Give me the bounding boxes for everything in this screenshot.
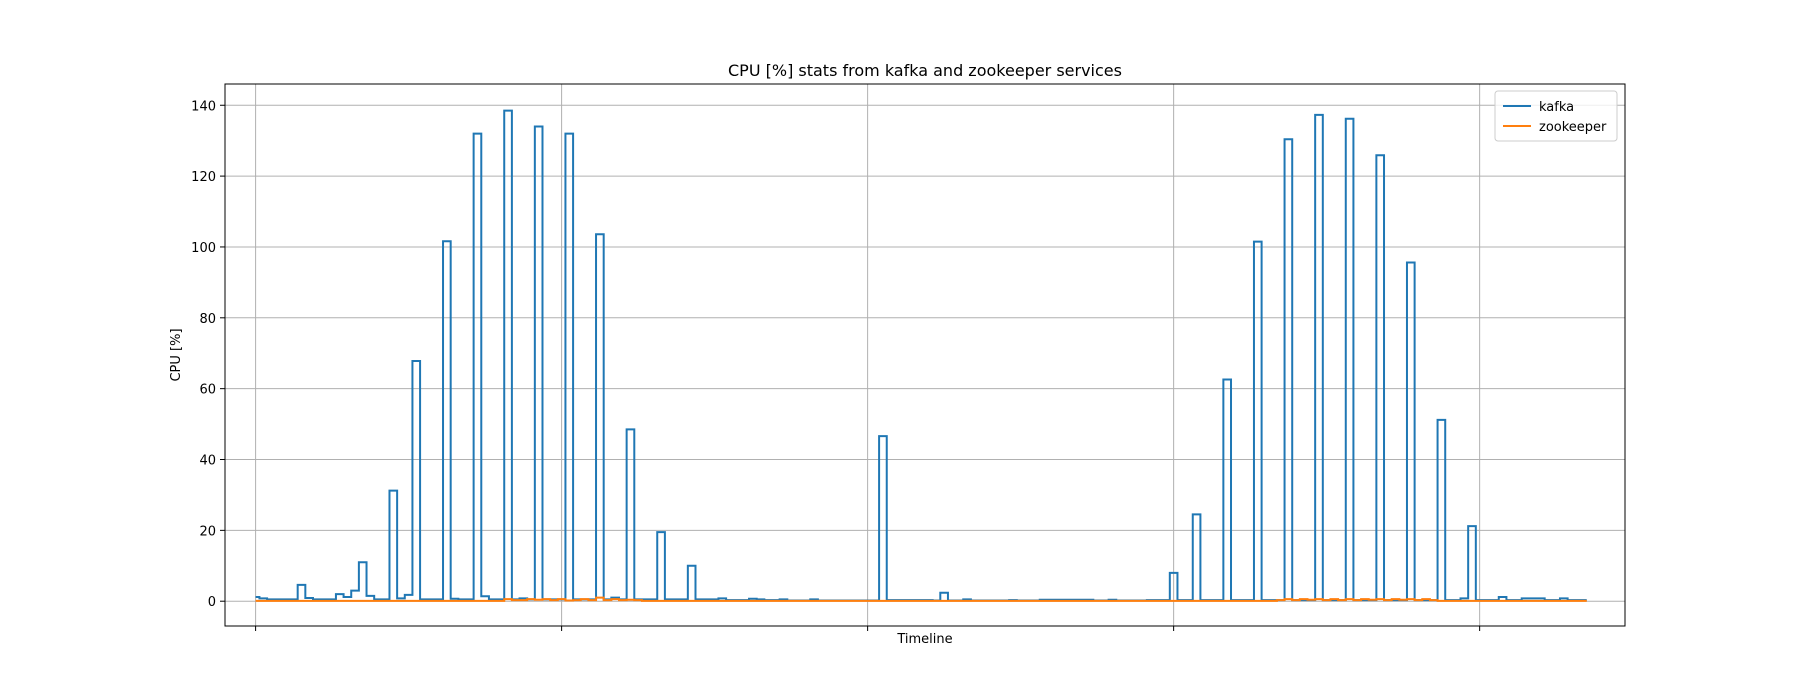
plot-area xyxy=(255,109,1587,602)
y-tick-label: 60 xyxy=(199,383,216,398)
y-tick-label: 140 xyxy=(191,99,216,114)
x-axis-label: Timeline xyxy=(896,632,952,647)
y-tick-label: 100 xyxy=(191,241,216,256)
legend-label-kafka: kafka xyxy=(1539,100,1574,115)
y-tick-label: 20 xyxy=(199,524,216,539)
y-tick-label: 40 xyxy=(199,454,216,469)
legend-box xyxy=(1494,90,1618,142)
legend: kafka zookeeper xyxy=(1494,90,1618,142)
y-axis-label: CPU [%] xyxy=(169,328,184,381)
grid xyxy=(225,84,1625,626)
series-line-kafka xyxy=(255,109,1587,602)
y-tick-label: 0 xyxy=(208,595,216,610)
y-tick-label: 120 xyxy=(191,170,216,185)
series-line-zookeeper xyxy=(255,596,1587,602)
y-axis: 0 20 40 60 80 100 120 140 xyxy=(191,99,225,610)
axes-frame xyxy=(224,83,1626,627)
x-axis xyxy=(255,626,1481,631)
chart-title: CPU [%] stats from kafka and zookeeper s… xyxy=(728,61,1122,80)
legend-label-zookeeper: zookeeper xyxy=(1539,120,1607,135)
y-tick-label: 80 xyxy=(199,312,216,327)
